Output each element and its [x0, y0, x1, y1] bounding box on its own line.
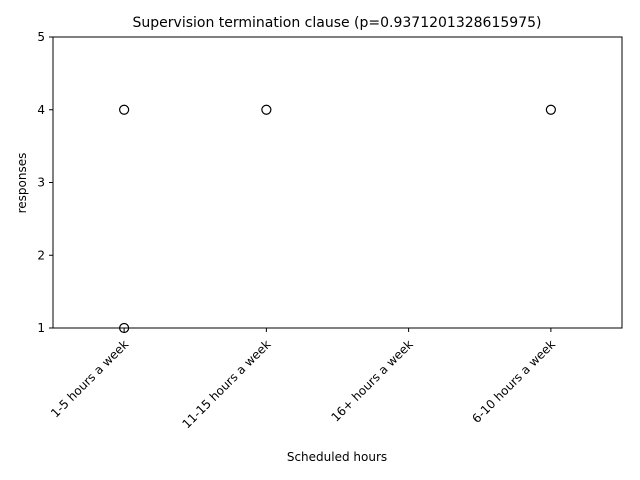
plot-frame — [52, 36, 623, 329]
outlier-point — [261, 104, 272, 115]
chart-title: Supervision termination clause (p=0.9371… — [133, 15, 542, 31]
x-tick-label: 16+ hours a week — [328, 337, 415, 424]
box-group — [92, 36, 156, 334]
box-group — [519, 36, 583, 115]
x-axis-label: Scheduled hours — [287, 450, 387, 464]
x-tick-label: 1-5 hours a week — [48, 337, 131, 420]
y-axis-label: responses — [15, 153, 29, 214]
y-tick-label: 5 — [37, 30, 45, 44]
box-group — [235, 36, 298, 115]
y-tick-label: 2 — [37, 248, 45, 262]
x-tick-label: 11-15 hours a week — [179, 337, 273, 431]
y-axis: 1 2 3 4 5 — [37, 30, 53, 335]
outlier-point — [545, 104, 556, 115]
outlier-point — [119, 104, 130, 115]
y-tick-label: 4 — [37, 103, 45, 117]
plot-area — [92, 36, 583, 334]
x-axis: 1-5 hours a week 11-15 hours a week 16+ ho… — [48, 328, 558, 431]
x-tick-label: 6-10 hours a week — [469, 337, 558, 426]
y-tick-label: 1 — [37, 321, 45, 335]
y-tick-label: 3 — [37, 176, 45, 190]
